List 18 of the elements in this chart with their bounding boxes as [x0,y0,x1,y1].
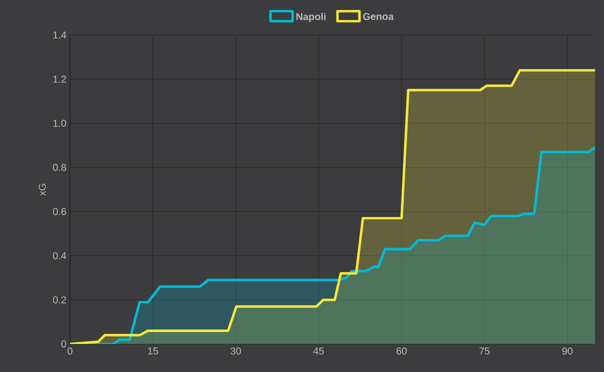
y-tick-label: 0.8 [53,164,66,171]
x-tick-label: 15 [148,348,158,354]
y-tick-label: 1.0 [53,120,66,127]
x-tick-label: 30 [230,348,241,355]
x-tick-label: 75 [479,348,490,354]
y-tick-label: 0 [61,340,66,348]
y-tick-label: 1.2 [53,76,66,83]
x-tick-label: 90 [562,348,573,355]
y-tick-label: 1.4 [53,32,66,38]
x-tick-label: 45 [313,348,324,354]
y-tick-label: 0.2 [53,296,66,304]
y-tick-label: 0.6 [53,208,66,216]
x-tick-label: 0 [68,348,72,355]
y-axis-title: xG [38,184,46,196]
x-tick-label: 60 [396,348,407,355]
y-tick-label: 0.4 [53,252,66,260]
legend-label: Genoa [363,12,394,20]
legend-label: Napoli [296,12,326,22]
